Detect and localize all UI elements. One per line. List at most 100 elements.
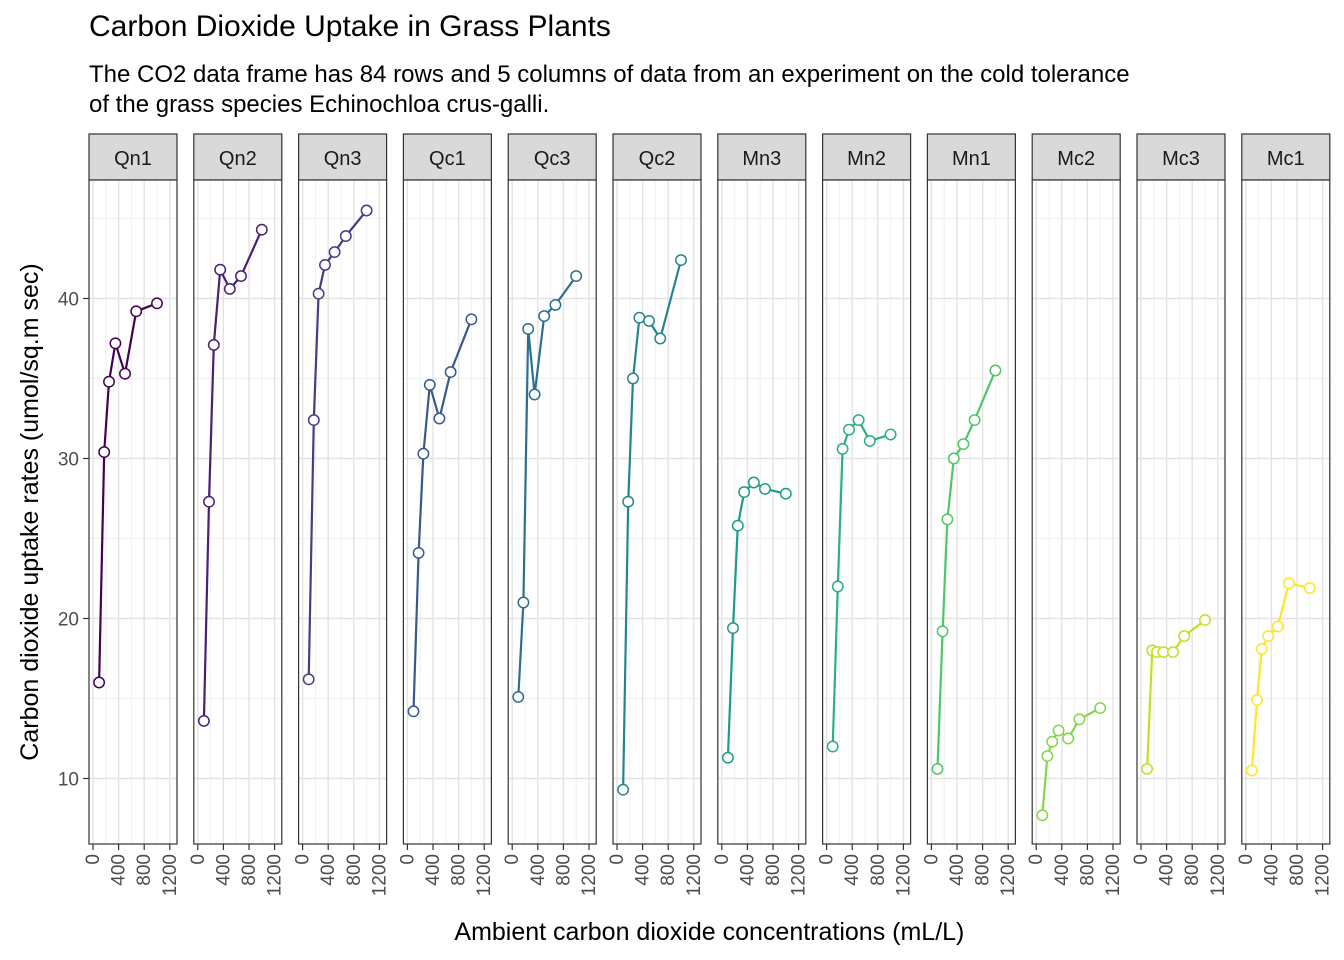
data-point <box>412 546 425 559</box>
data-point <box>528 388 541 401</box>
data-point <box>936 625 949 638</box>
x-tick-label: 0 <box>502 854 523 865</box>
panel-border <box>298 179 388 845</box>
x-tick-label: 400 <box>633 854 654 886</box>
data-point <box>863 434 876 447</box>
panel-border <box>612 179 702 845</box>
x-tick-label: 400 <box>423 854 444 886</box>
panel-background <box>403 180 492 844</box>
data-point <box>731 519 744 532</box>
data-point <box>643 314 655 327</box>
data-point <box>1094 702 1107 715</box>
x-tick-label: 0 <box>397 854 418 865</box>
x-tick-label: 400 <box>737 854 758 886</box>
x-tick-label: 1200 <box>579 854 600 896</box>
panel-background <box>927 180 1016 844</box>
data-point <box>223 282 236 295</box>
data-point <box>627 372 639 385</box>
x-tick-label: 0 <box>1236 854 1257 865</box>
facet-panel-Mc2: Mc2 0 400 800 1200 <box>1026 133 1124 896</box>
x-tick-label: 800 <box>344 854 365 886</box>
data-point <box>130 305 143 318</box>
x-tick-label: 400 <box>842 854 863 886</box>
data-point <box>1199 614 1211 627</box>
data-point <box>836 442 849 455</box>
facet-panel-Qn1: Qn1 0 400 800 1200 <box>83 133 181 896</box>
data-point <box>1073 713 1086 726</box>
x-tick-label: 400 <box>318 854 339 886</box>
data-point <box>989 364 1002 377</box>
chart-subtitle: The CO2 data frame has 84 rows and 5 col… <box>89 60 1344 120</box>
panel-border <box>88 179 178 845</box>
x-tick-label: 800 <box>658 854 679 886</box>
facet-strip <box>1136 133 1226 181</box>
data-point <box>312 287 325 300</box>
data-point <box>339 230 352 243</box>
data-point <box>1178 630 1191 643</box>
data-point <box>957 438 970 451</box>
x-tick-label: 800 <box>1077 854 1098 886</box>
data-point <box>747 476 760 489</box>
data-point <box>826 740 839 753</box>
x-tick-label: 800 <box>449 854 470 886</box>
x-tick-label: 1200 <box>789 854 810 896</box>
data-point <box>931 762 944 775</box>
facet-strip-label: Qn2 <box>219 148 257 170</box>
x-axis-title: Ambient carbon dioxide concentrations (m… <box>454 918 964 946</box>
data-point <box>1245 764 1258 777</box>
x-tick-label: 0 <box>293 854 314 865</box>
panel-border <box>717 179 807 845</box>
facet-panel-Qn2: Qn2 0 400 800 1200 <box>188 133 286 896</box>
x-tick-label: 800 <box>1182 854 1203 886</box>
panel-border <box>193 179 283 845</box>
data-point <box>255 223 268 236</box>
data-point <box>444 366 457 379</box>
panel-border <box>1136 179 1226 845</box>
x-tick-label: 1200 <box>1313 854 1334 896</box>
data-point <box>1062 732 1075 745</box>
facet-strip-label: Qn3 <box>324 148 362 170</box>
x-tick-label: 1200 <box>160 854 181 896</box>
x-tick-label: 400 <box>109 854 130 886</box>
data-point <box>93 676 106 689</box>
x-tick-label: 400 <box>1052 854 1073 886</box>
x-tick-label: 1200 <box>684 854 705 896</box>
data-point <box>538 310 551 323</box>
x-tick-label: 400 <box>528 854 549 886</box>
facet-panel-Qc2: Qc2 0 400 800 1200 <box>607 133 705 896</box>
data-point <box>622 495 635 508</box>
y-tick-label: 10 <box>58 770 79 791</box>
data-point <box>417 447 430 460</box>
x-tick-label: 0 <box>817 854 838 865</box>
panel-border <box>926 179 1017 845</box>
data-point <box>1167 646 1179 659</box>
panel-border <box>821 179 912 845</box>
x-tick-label: 800 <box>553 854 574 886</box>
facet-strip-label: Mc1 <box>1267 148 1305 170</box>
facet-panel-Qc1: Qc1 0 400 800 1200 <box>397 133 495 896</box>
facet-strip-label: Mn3 <box>742 148 781 170</box>
data-point <box>843 423 855 436</box>
data-point <box>119 367 131 380</box>
data-point <box>738 486 751 499</box>
x-tick-label: 1200 <box>1208 854 1229 896</box>
x-tick-label: 800 <box>239 854 260 886</box>
data-point <box>433 412 446 425</box>
data-point <box>307 414 320 427</box>
x-tick-label: 0 <box>921 854 942 865</box>
data-point <box>522 322 535 335</box>
data-point <box>721 751 734 764</box>
data-point <box>727 622 739 635</box>
x-tick-label: 1200 <box>1103 854 1124 896</box>
data-point <box>831 580 844 593</box>
data-point <box>235 270 247 283</box>
data-point <box>1036 809 1049 822</box>
panel-background <box>613 180 701 844</box>
facet-strip <box>926 133 1017 181</box>
panel-border <box>402 179 492 845</box>
panel-background <box>298 180 387 844</box>
y-tick-label: 30 <box>58 450 79 471</box>
facet-panel-Qc3: Qc3 0 400 800 1200 <box>502 133 600 896</box>
data-point <box>1303 582 1316 595</box>
panel-background <box>508 180 597 844</box>
